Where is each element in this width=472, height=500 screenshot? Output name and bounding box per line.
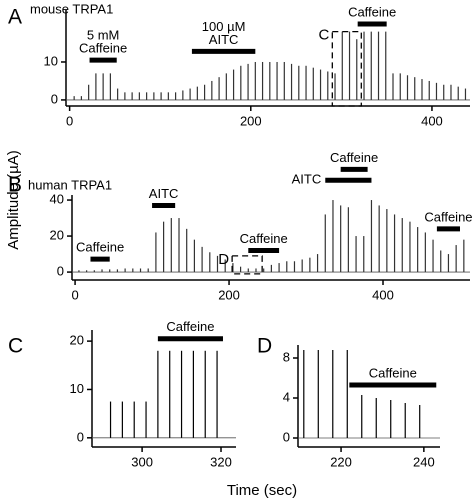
x-tick-label: 240 bbox=[413, 454, 435, 469]
stimulus-label: Caffeine bbox=[348, 4, 396, 19]
panel-label: C bbox=[8, 335, 23, 358]
stimulus-label: Caffeine bbox=[240, 231, 288, 246]
y-axis-label: Amplitude (µA) bbox=[5, 150, 22, 250]
zoom-box-label: D bbox=[218, 251, 229, 268]
panel-title: human TRPA1 bbox=[28, 177, 112, 192]
x-tick-label: 0 bbox=[66, 113, 73, 128]
stimulus-label: AITC bbox=[209, 32, 239, 47]
x-tick-label: 0 bbox=[71, 287, 78, 302]
stimulus-label: AITC bbox=[149, 186, 179, 201]
panel-title: mouse TRPA1 bbox=[30, 1, 113, 16]
panel-label: D bbox=[257, 335, 272, 358]
x-tick-label: 400 bbox=[421, 113, 443, 128]
stimulus-label: 100 µM bbox=[202, 19, 246, 34]
y-tick-label: 0 bbox=[57, 264, 64, 279]
y-tick-label: 0 bbox=[51, 91, 58, 106]
x-tick-label: 220 bbox=[330, 454, 352, 469]
panel-label: A bbox=[8, 6, 22, 29]
y-tick-label: 4 bbox=[283, 389, 290, 404]
zoom-box-label: C bbox=[318, 27, 329, 44]
x-tick-label: 300 bbox=[131, 454, 153, 469]
stimulus-label: Caffeine bbox=[330, 150, 378, 165]
stimulus-label: Caffeine bbox=[76, 240, 124, 255]
panel-label: B bbox=[8, 174, 22, 197]
y-tick-label: 20 bbox=[50, 227, 64, 242]
y-tick-label: 40 bbox=[50, 191, 64, 206]
y-tick-label: 0 bbox=[77, 429, 84, 444]
stimulus-label: 5 mM bbox=[87, 28, 120, 43]
stimulus-label: Caffeine bbox=[424, 209, 472, 224]
stimulus-label: AITC bbox=[292, 172, 322, 187]
y-tick-label: 10 bbox=[44, 53, 58, 68]
zoom-box bbox=[231, 255, 263, 275]
y-tick-label: 8 bbox=[283, 349, 290, 364]
stimulus-label: Caffeine bbox=[79, 41, 127, 56]
y-tick-label: 0 bbox=[283, 429, 290, 444]
zoom-box bbox=[331, 30, 362, 107]
x-tick-label: 200 bbox=[240, 113, 262, 128]
x-tick-label: 200 bbox=[218, 287, 240, 302]
stimulus-label: Caffeine bbox=[166, 319, 214, 334]
x-tick-label: 320 bbox=[210, 454, 232, 469]
stimulus-label: Caffeine bbox=[369, 365, 417, 380]
x-tick-label: 400 bbox=[372, 287, 394, 302]
y-tick-label: 10 bbox=[70, 381, 84, 396]
x-axis-label: Time (sec) bbox=[227, 482, 297, 499]
y-tick-label: 20 bbox=[70, 333, 84, 348]
